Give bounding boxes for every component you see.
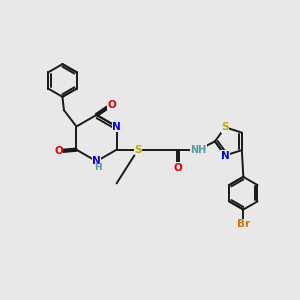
Text: N: N <box>112 122 121 131</box>
Text: Br: Br <box>237 219 250 230</box>
Text: NH: NH <box>190 145 207 155</box>
Text: O: O <box>108 100 116 110</box>
Text: O: O <box>54 146 63 156</box>
Text: N: N <box>221 151 230 160</box>
Text: H: H <box>94 163 102 172</box>
Text: O: O <box>173 163 182 172</box>
Text: N: N <box>92 156 101 166</box>
Text: S: S <box>221 122 229 132</box>
Text: S: S <box>134 145 142 155</box>
